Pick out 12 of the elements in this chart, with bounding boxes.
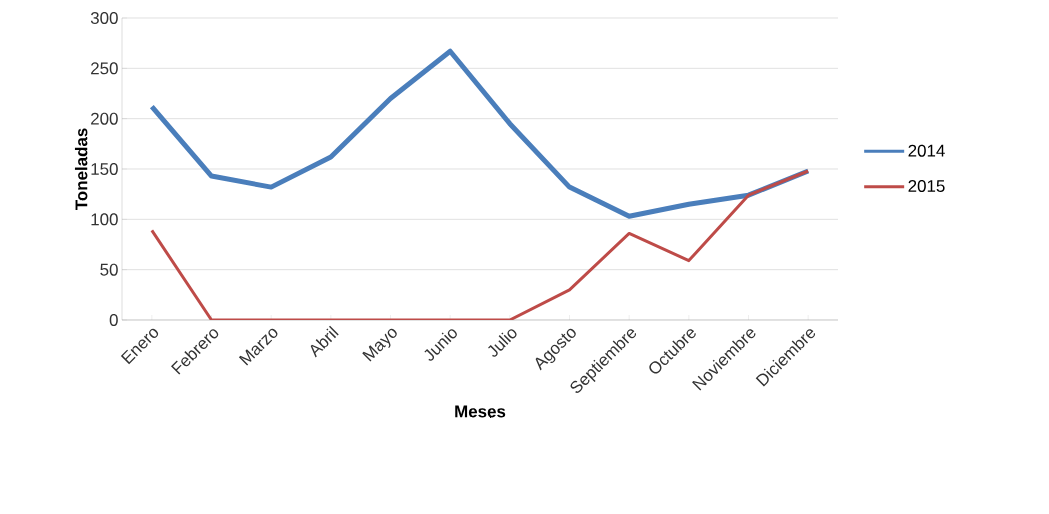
y-axis-title: Toneladas	[74, 128, 88, 211]
y-tick-label: 150	[91, 163, 118, 175]
legend-label: 2015	[908, 179, 945, 192]
y-tick-label: 250	[91, 62, 118, 75]
legend-label: 2014	[908, 144, 945, 157]
x-axis-title: Meses	[455, 405, 506, 418]
y-tick-label: 0	[109, 314, 118, 326]
y-tick-label: 300	[90, 12, 118, 24]
y-tick-label: 200	[91, 112, 118, 125]
x-tick-label: Julio	[488, 329, 517, 357]
y-tick-label: 50	[100, 263, 118, 276]
y-tick-label: 100	[91, 213, 118, 226]
